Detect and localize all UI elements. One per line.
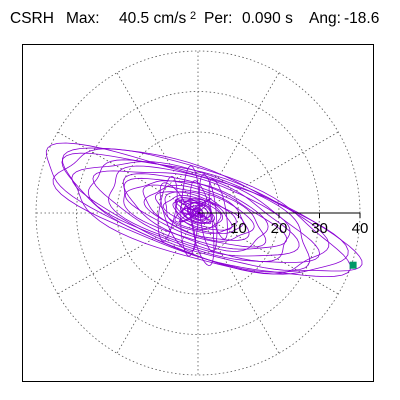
angle-label: Ang:	[309, 10, 341, 27]
grid-spoke-30	[197, 131, 339, 214]
orbit-loop-13	[52, 148, 351, 278]
orbit-lobe-0	[180, 165, 200, 257]
radial-tick-label: 40	[352, 220, 369, 237]
orbit-loop-9	[122, 173, 288, 250]
grid-spoke-150	[57, 131, 199, 214]
orbit-lobe-2	[189, 180, 215, 267]
grid-spoke-210	[57, 212, 199, 295]
orbit-loop-11	[87, 159, 321, 263]
max-value: 40.5 cm/s	[119, 10, 187, 27]
period-value: 0.090 s	[242, 10, 293, 27]
max-unit-exponent: 2	[190, 10, 197, 22]
period-label: Per:	[204, 10, 233, 27]
angle-value: -18.6	[344, 10, 380, 27]
radial-axis: 10 20 30 40	[198, 212, 369, 237]
orbit-loop-10	[92, 170, 291, 262]
orbit-lobe-3	[159, 182, 196, 252]
radial-tick-label: 30	[311, 220, 328, 237]
orbit-loop-15	[61, 147, 349, 275]
orbit-lobe-5	[208, 178, 228, 240]
orbit-loop-16	[71, 161, 311, 271]
orbit-loop-7	[142, 184, 255, 242]
orbit-loop-20	[164, 191, 237, 234]
grid-spoke-300	[197, 212, 280, 354]
grid-spoke-240	[116, 212, 199, 354]
orbit-loop-17	[108, 165, 300, 257]
orbit-core	[174, 197, 212, 225]
radial-tick-label: 10	[230, 220, 247, 237]
grid-spoke-60	[197, 72, 280, 214]
orbit-trace	[45, 142, 363, 278]
grid-spoke-330	[197, 212, 339, 295]
orbit-loop-19	[143, 184, 250, 241]
peak-marker	[349, 261, 357, 269]
max-label: Max:	[66, 10, 100, 27]
orbit-loop-6	[154, 191, 244, 235]
orbit-lobe-4	[157, 175, 178, 242]
radial-tick-label: 20	[271, 220, 288, 237]
plot-frame	[22, 44, 374, 382]
orbit-loop-18	[123, 177, 269, 252]
grid-spoke-120	[116, 72, 199, 214]
orbit-loop-14	[45, 142, 363, 273]
orbit-loop-5	[162, 195, 233, 231]
orbit-lobe-1	[198, 173, 218, 253]
station-code: CSRH	[10, 10, 54, 27]
orbit-loop-8	[124, 180, 267, 248]
plot-header: CSRH Max: 40.5 cm/s 2 Per: 0.090 s Ang: …	[0, 4, 400, 30]
